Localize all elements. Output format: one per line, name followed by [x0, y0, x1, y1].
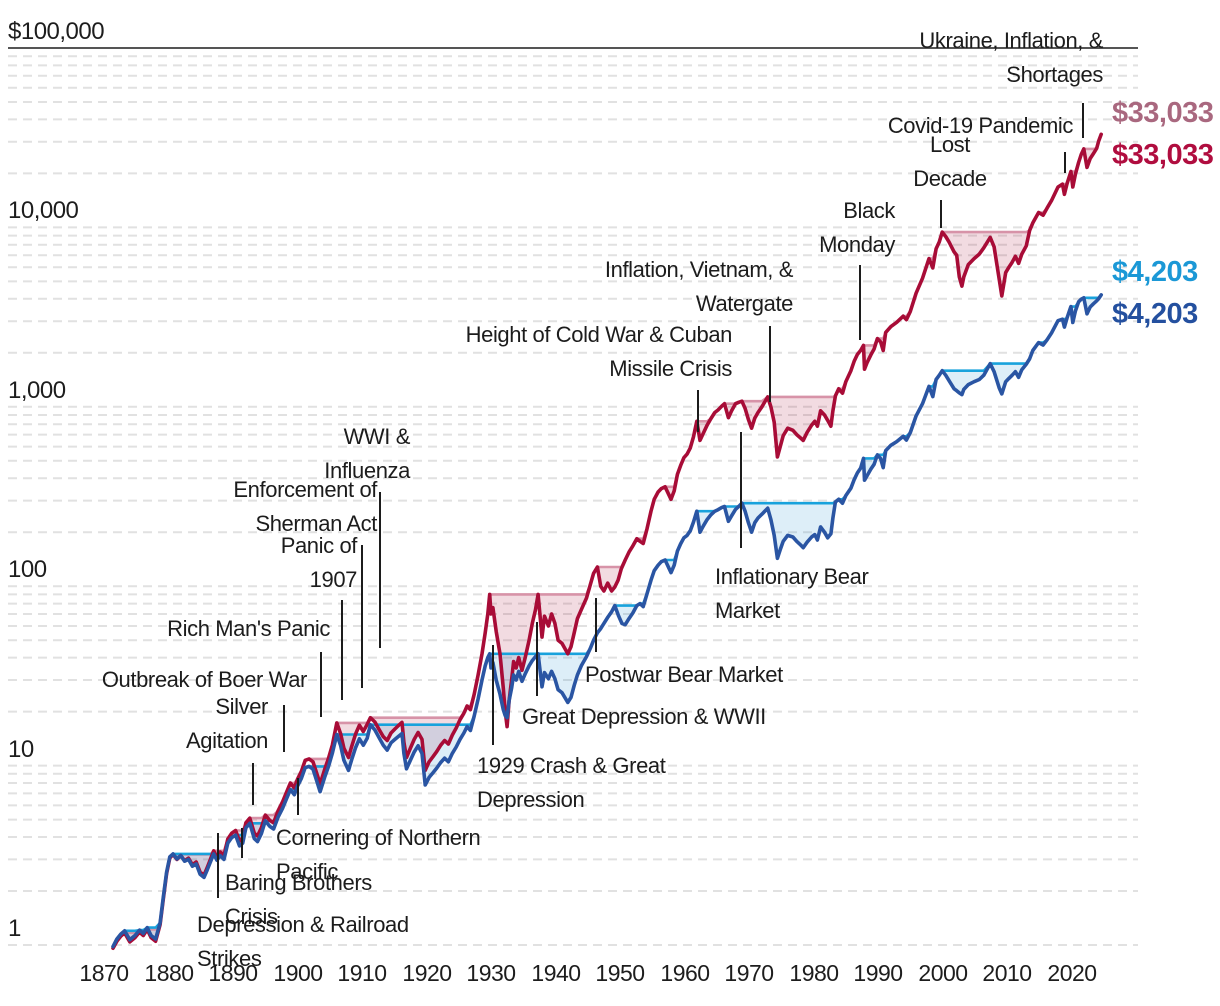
annotation-label-rich-mans-panic: Rich Man's Panic: [167, 616, 330, 641]
x-axis-label: 1990: [853, 960, 903, 986]
x-axis-label: 2000: [918, 960, 968, 986]
end-value-label-0: $33,033: [1112, 97, 1214, 129]
x-axis-label: 1980: [789, 960, 839, 986]
annotation-label-baring-brothers-crisis: Baring Brothers Crisis: [225, 870, 372, 929]
x-axis-label: 1910: [337, 960, 387, 986]
annotation-label-black-monday: Black Monday: [819, 198, 895, 257]
end-value-label-3: $4,203: [1112, 298, 1198, 330]
annotation-label-inflationary-bear-market: Inflationary Bear Market: [715, 564, 869, 623]
annotation-label-covid-19-pandemic: Covid-19 Pandemic: [887, 113, 1074, 138]
x-axis-label: 1970: [724, 960, 774, 986]
annotation-label-height-cold-war-cuban-missile-crisis: Height of Cold War & Cuban Missile Crisis: [465, 322, 733, 381]
x-axis-label: 1890: [208, 960, 258, 986]
y-axis-label: 10,000: [8, 197, 79, 224]
x-axis-label: 2020: [1047, 960, 1097, 986]
y-axis-label: 100: [8, 556, 47, 583]
end-value-label-2: $4,203: [1112, 256, 1198, 288]
x-axis-label: 1930: [466, 960, 516, 986]
annotation-label-silver-agitation: Silver Agitation: [185, 694, 268, 753]
annotation-label-inflation-vietnam-watergate: Inflation, Vietnam, & Watergate: [604, 257, 793, 316]
x-axis-label: 1870: [79, 960, 129, 986]
x-axis-label: 1940: [531, 960, 581, 986]
annotation-label-wwi-influenza: WWI & Influenza: [324, 424, 410, 483]
series-line-red-series: [111, 132, 1103, 950]
annotation-label-outbreak-of-boer-war: Outbreak of Boer War: [101, 667, 308, 692]
x-axis-label: 2010: [982, 960, 1032, 986]
annotation-label-depression-railroad-strikes: Depression & Railroad Strikes: [197, 912, 409, 971]
y-axis-label: 10: [8, 736, 34, 763]
x-axis-label: 1900: [273, 960, 323, 986]
annotation-label-lost-decade: Lost Decade: [913, 132, 987, 191]
annotation-label-great-depression-wwii: Great Depression & WWII: [522, 704, 766, 729]
y-axis-label: $100,000: [8, 18, 105, 45]
annotation-label-cornering-of-northern-pacific: Cornering of Northern Pacific: [276, 825, 481, 884]
series-line-blue-series: [111, 293, 1103, 949]
end-value-label-1: $33,033: [1112, 139, 1214, 171]
annotation-label-postwar-bear-market: Postwar Bear Market: [585, 662, 783, 687]
y-axis-label: 1: [8, 915, 21, 942]
x-axis-label: 1880: [144, 960, 194, 986]
annotation-label-enforcement-of-sherman-act: Enforcement of Sherman Act: [233, 477, 377, 536]
annotation-label-panic-of-1907: Panic of 1907: [280, 533, 358, 592]
y-axis-label: 1,000: [8, 377, 66, 404]
x-axis-label: 1960: [660, 960, 710, 986]
annotation-label-crash-1929-great-depression: 1929 Crash & Great Depression: [477, 753, 666, 812]
x-axis-label: 1950: [595, 960, 645, 986]
annotation-label-ukraine-inflation-shortages: Ukraine, Inflation, & Shortages: [919, 28, 1103, 87]
x-axis-label: 1920: [402, 960, 452, 986]
